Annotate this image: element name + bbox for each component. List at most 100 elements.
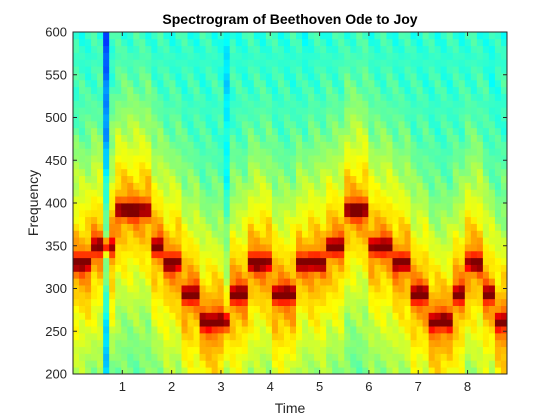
heatmap-cell — [218, 326, 224, 333]
heatmap-cell — [230, 39, 236, 46]
heatmap-cell — [417, 258, 423, 265]
heatmap-cell — [356, 59, 362, 66]
heatmap-cell — [151, 148, 157, 155]
heatmap-cell — [411, 169, 417, 176]
heatmap-cell — [278, 285, 284, 292]
heatmap-cell — [248, 319, 254, 326]
heatmap-cell — [308, 141, 314, 148]
heatmap-cell — [260, 203, 266, 210]
heatmap-cell — [320, 87, 326, 94]
heatmap-cell — [423, 66, 429, 73]
heatmap-cell — [332, 59, 338, 66]
heatmap-cell — [145, 46, 151, 53]
heatmap-cell — [103, 196, 109, 203]
heatmap-cell — [206, 224, 212, 231]
heatmap-cell — [290, 258, 296, 265]
heatmap-cell — [133, 265, 139, 272]
heatmap-cell — [73, 121, 79, 128]
heatmap-cell — [374, 244, 380, 251]
heatmap-cell — [405, 182, 411, 189]
heatmap-cell — [350, 278, 356, 285]
heatmap-cell — [417, 94, 423, 101]
heatmap-cell — [471, 340, 477, 347]
heatmap-cell — [206, 59, 212, 66]
heatmap-cell — [163, 299, 169, 306]
heatmap-cell — [290, 203, 296, 210]
heatmap-cell — [157, 148, 163, 155]
heatmap-cell — [224, 210, 230, 217]
heatmap-cell — [302, 135, 308, 142]
heatmap-cell — [453, 87, 459, 94]
heatmap-cell — [441, 107, 447, 114]
heatmap-cell — [459, 333, 465, 340]
heatmap-cell — [182, 292, 188, 299]
heatmap-cell — [151, 367, 157, 374]
heatmap-cell — [296, 169, 302, 176]
heatmap-cell — [188, 100, 194, 107]
heatmap-cell — [465, 353, 471, 360]
heatmap-cell — [133, 169, 139, 176]
heatmap-cell — [332, 169, 338, 176]
heatmap-cell — [308, 66, 314, 73]
heatmap-cell — [175, 306, 181, 313]
heatmap-cell — [121, 148, 127, 155]
heatmap-cell — [380, 230, 386, 237]
heatmap-cell — [163, 367, 169, 374]
heatmap-cell — [151, 196, 157, 203]
heatmap-cell — [411, 230, 417, 237]
heatmap-cell — [380, 148, 386, 155]
heatmap-cell — [182, 353, 188, 360]
heatmap-cell — [169, 196, 175, 203]
heatmap-cell — [399, 176, 405, 183]
heatmap-cell — [302, 107, 308, 114]
heatmap-cell — [254, 292, 260, 299]
heatmap-cell — [103, 347, 109, 354]
heatmap-cell — [163, 340, 169, 347]
heatmap-cell — [483, 169, 489, 176]
heatmap-cell — [417, 114, 423, 121]
heatmap-cell — [182, 299, 188, 306]
heatmap-cell — [133, 319, 139, 326]
heatmap-cell — [405, 251, 411, 258]
heatmap-cell — [380, 299, 386, 306]
heatmap-cell — [471, 46, 477, 53]
heatmap-cell — [109, 278, 115, 285]
heatmap-cell — [477, 135, 483, 142]
heatmap-cell — [441, 100, 447, 107]
heatmap-cell — [182, 155, 188, 162]
heatmap-cell — [145, 94, 151, 101]
heatmap-cell — [332, 237, 338, 244]
heatmap-cell — [151, 244, 157, 251]
heatmap-cell — [242, 306, 248, 313]
heatmap-cell — [206, 230, 212, 237]
heatmap-cell — [338, 80, 344, 87]
heatmap-cell — [483, 39, 489, 46]
heatmap-cell — [73, 66, 79, 73]
heatmap-cell — [495, 367, 501, 374]
heatmap-cell — [200, 312, 206, 319]
heatmap-cell — [194, 306, 200, 313]
heatmap-cell — [85, 66, 91, 73]
heatmap-cell — [314, 224, 320, 231]
heatmap-cell — [302, 148, 308, 155]
heatmap-cell — [471, 285, 477, 292]
heatmap-cell — [489, 360, 495, 367]
heatmap-cell — [380, 258, 386, 265]
heatmap-cell — [435, 333, 441, 340]
heatmap-cell — [465, 299, 471, 306]
heatmap-cell — [386, 66, 392, 73]
heatmap-cell — [266, 251, 272, 258]
heatmap-cell — [386, 312, 392, 319]
heatmap-cell — [435, 80, 441, 87]
heatmap-cell — [212, 312, 218, 319]
heatmap-cell — [206, 176, 212, 183]
heatmap-cell — [399, 94, 405, 101]
heatmap-cell — [453, 258, 459, 265]
heatmap-cell — [405, 230, 411, 237]
heatmap-cell — [169, 66, 175, 73]
heatmap-cell — [386, 319, 392, 326]
heatmap-cell — [495, 347, 501, 354]
heatmap-cell — [483, 162, 489, 169]
heatmap-cell — [200, 210, 206, 217]
heatmap-cell — [175, 114, 181, 121]
